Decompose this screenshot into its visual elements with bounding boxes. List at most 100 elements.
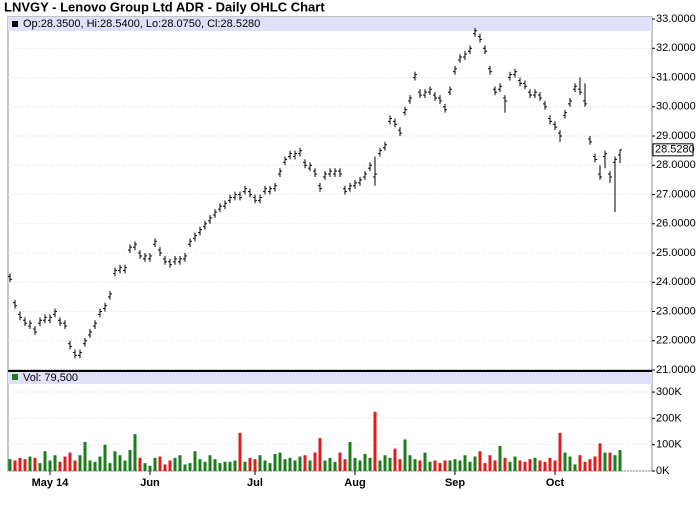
volume-bar bbox=[393, 448, 397, 471]
volume-bar bbox=[63, 456, 67, 471]
volume-bar bbox=[313, 452, 317, 471]
volume-bar bbox=[398, 459, 402, 471]
volume-bar bbox=[8, 459, 12, 471]
volume-bar bbox=[618, 450, 622, 471]
volume-bar bbox=[308, 460, 312, 471]
volume-bar bbox=[43, 451, 47, 471]
volume-bar bbox=[468, 461, 472, 471]
volume-bar bbox=[333, 461, 337, 471]
legend-text: Vol: 79,500 bbox=[23, 372, 78, 384]
volume-bar bbox=[568, 456, 572, 471]
volume-bar bbox=[593, 456, 597, 471]
volume-bar bbox=[443, 460, 447, 471]
x-tick-label: Aug bbox=[344, 477, 365, 489]
panel bbox=[7, 16, 653, 371]
volume-bar bbox=[348, 442, 352, 471]
volume-bar bbox=[488, 455, 492, 471]
x-tick-label: Jun bbox=[140, 477, 160, 489]
volume-bar bbox=[498, 446, 502, 471]
volume-bar bbox=[448, 460, 452, 471]
volume-bar bbox=[48, 460, 52, 471]
volume-bar bbox=[13, 460, 17, 471]
volume-bar bbox=[153, 457, 157, 471]
y-tick-label: 22.0000 bbox=[656, 335, 696, 347]
volume-bar bbox=[223, 461, 227, 471]
volume-bar bbox=[613, 455, 617, 471]
volume-bar bbox=[473, 456, 477, 471]
volume-bar bbox=[33, 457, 37, 471]
volume-bar bbox=[588, 459, 592, 471]
volume-bar bbox=[558, 432, 562, 471]
volume-bar bbox=[218, 463, 222, 471]
volume-bar bbox=[528, 459, 532, 471]
volume-bar bbox=[28, 456, 32, 471]
volume-bar bbox=[373, 411, 377, 471]
volume-bar bbox=[208, 455, 212, 471]
volume-bar bbox=[563, 452, 567, 471]
volume-bar bbox=[138, 457, 142, 471]
volume-bar bbox=[483, 463, 487, 471]
volume-bar bbox=[598, 443, 602, 471]
volume-bar bbox=[198, 459, 202, 471]
volume-bar bbox=[378, 460, 382, 471]
volume-bar bbox=[23, 459, 27, 471]
volume-bar bbox=[58, 461, 62, 471]
volume-bar bbox=[433, 460, 437, 471]
volume-bar bbox=[358, 460, 362, 471]
y-tick-label: 31.0000 bbox=[656, 71, 696, 83]
volume-bar bbox=[368, 457, 372, 471]
volume-bar bbox=[413, 459, 417, 471]
volume-bar bbox=[383, 455, 387, 471]
volume-bar bbox=[388, 457, 392, 471]
volume-bar bbox=[108, 463, 112, 471]
y-tick-label: 33.0000 bbox=[656, 13, 696, 25]
volume-bar bbox=[273, 453, 277, 471]
volume-bar bbox=[283, 459, 287, 471]
volume-bar bbox=[178, 455, 182, 471]
volume-bar bbox=[258, 455, 262, 471]
volume-bar bbox=[168, 460, 172, 471]
volume-bar bbox=[478, 451, 482, 471]
volume-bar bbox=[458, 460, 462, 471]
volume-bar bbox=[78, 455, 82, 471]
volume-bar bbox=[328, 457, 332, 471]
volume-bar bbox=[133, 434, 137, 471]
volume-bar bbox=[353, 457, 357, 471]
volume-bar bbox=[73, 460, 77, 471]
volume-bar bbox=[423, 452, 427, 471]
volume-bar bbox=[608, 452, 612, 471]
volume-bar bbox=[38, 463, 42, 471]
volume-bar bbox=[508, 461, 512, 471]
volume-bar bbox=[518, 460, 522, 471]
volume-bar bbox=[238, 432, 242, 471]
legend-marker bbox=[12, 374, 18, 380]
y-tick-label: 23.0000 bbox=[656, 305, 696, 317]
volume-bar bbox=[113, 451, 117, 471]
volume-bar bbox=[248, 457, 252, 471]
chart-title: LNVGY - Lenovo Group Ltd ADR - Daily OHL… bbox=[4, 0, 325, 14]
volume-bar bbox=[83, 442, 87, 471]
volume-bar bbox=[538, 460, 542, 471]
volume-bar bbox=[158, 456, 162, 471]
x-tick-label: Oct bbox=[546, 477, 565, 489]
last-price-label: 28.5280 bbox=[655, 144, 695, 156]
volume-bar bbox=[503, 457, 507, 471]
volume-bar bbox=[513, 456, 517, 471]
volume-bar bbox=[143, 463, 147, 471]
last-price-box bbox=[652, 143, 694, 157]
volume-bar bbox=[298, 456, 302, 471]
volume-bar bbox=[243, 461, 247, 471]
volume-bar bbox=[463, 455, 467, 471]
volume-bar bbox=[603, 452, 607, 471]
x-tick-label: Jul bbox=[247, 477, 263, 489]
volume-bar bbox=[583, 461, 587, 471]
y-tick-label: 25.0000 bbox=[656, 247, 696, 259]
volume-bar bbox=[263, 460, 267, 471]
volume-bar bbox=[88, 460, 92, 471]
volume-bar bbox=[323, 460, 327, 471]
y-tick-label: 21.0000 bbox=[656, 364, 696, 376]
y-tick-label: 0K bbox=[656, 465, 670, 477]
volume-bar bbox=[403, 439, 407, 471]
volume-bar bbox=[93, 461, 97, 471]
